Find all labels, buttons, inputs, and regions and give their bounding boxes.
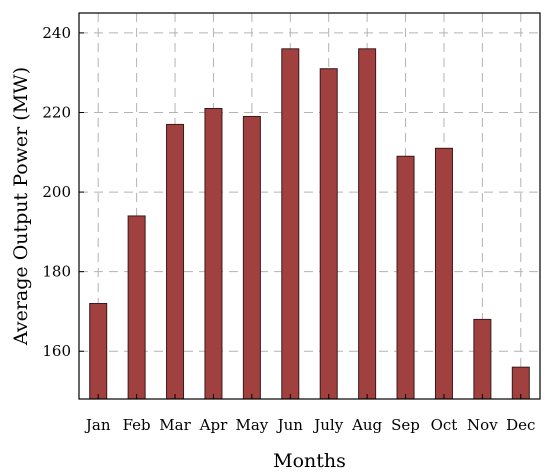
bar-mar: [166, 123, 185, 400]
bar-aug: [358, 48, 377, 400]
y-tick-label: 180: [42, 263, 71, 281]
x-tick-label: May: [235, 416, 268, 434]
x-axis-label: Months: [273, 450, 346, 472]
x-tick-label: Dec: [506, 416, 535, 434]
y-axis-ticks: 160 180 200 220 240: [42, 24, 84, 360]
bar-may: [242, 115, 261, 400]
bar-apr: [204, 108, 223, 400]
x-tick-label: Mar: [159, 416, 191, 434]
x-tick-label: Apr: [199, 416, 228, 434]
y-axis-label: Average Output Power (MW): [10, 67, 32, 346]
bar-nov: [473, 318, 492, 400]
x-tick-label: Nov: [467, 416, 498, 434]
y-tick-label: 220: [42, 103, 71, 121]
bar-feb: [127, 215, 146, 400]
x-tick-label: Oct: [431, 416, 458, 434]
x-tick-label: Aug: [351, 416, 382, 434]
plot-frame: [78, 12, 541, 400]
bar-oct: [434, 147, 453, 400]
bars: [89, 48, 530, 400]
x-tick-label: Jan: [84, 416, 111, 434]
x-tick-label: Sep: [391, 416, 420, 434]
x-tick-label: Jun: [276, 416, 304, 434]
bar-sep: [396, 155, 415, 400]
bar-july: [319, 68, 338, 400]
y-tick-label: 200: [42, 183, 71, 201]
y-tick-label: 160: [42, 342, 71, 360]
bar-jan: [89, 302, 108, 400]
x-axis-ticks: Jan Feb Mar Apr May Jun July Aug Sep Oct Nov Dec: [84, 394, 535, 434]
y-tick-label: 240: [42, 24, 71, 42]
grid-lines: [79, 13, 540, 399]
bar-jun: [281, 48, 300, 400]
x-tick-label: July: [312, 416, 343, 434]
x-tick-label: Feb: [123, 416, 151, 434]
